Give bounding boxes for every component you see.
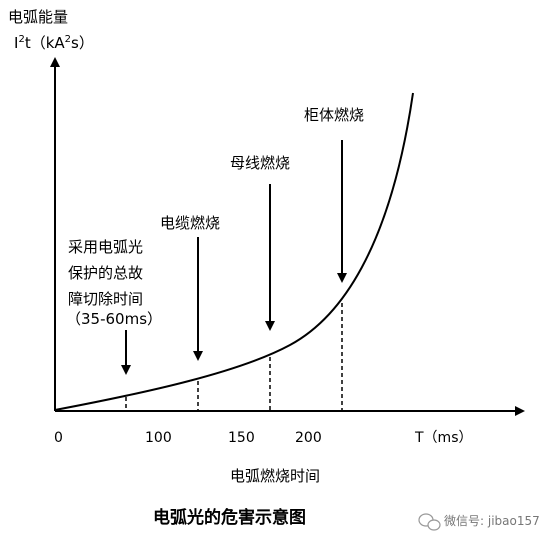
protection-label-line3: 障切除时间 [68,290,143,308]
protection-label-line2: 保护的总故 [68,264,143,282]
chart-title: 电弧光的危害示意图 [153,507,306,528]
y-axis-label-line1: 电弧能量 [8,8,68,26]
y-axis-label-line2: I2t（kA2s） [14,34,94,52]
protection-label-line4: （35-60ms） [66,310,162,328]
x-unit-label: T（ms） [414,430,472,446]
x-tick-label-100: 100 [145,430,172,446]
watermark-text: 微信号: jibao157 [444,514,540,528]
x-tick-label-200: 200 [295,430,322,446]
x-tick-label-150: 150 [228,430,255,446]
arc-energy-curve [54,92,414,411]
cabinet-label: 柜体燃烧 [304,106,364,124]
protection-label-line1: 采用电弧光 [68,238,143,256]
x-tick-label-0: 0 [54,430,63,446]
x-axis-label: 电弧燃烧时间 [230,467,320,485]
wechat-icon [418,513,441,531]
busbar-label: 母线燃烧 [230,154,290,172]
cable-label: 电缆燃烧 [160,214,220,232]
